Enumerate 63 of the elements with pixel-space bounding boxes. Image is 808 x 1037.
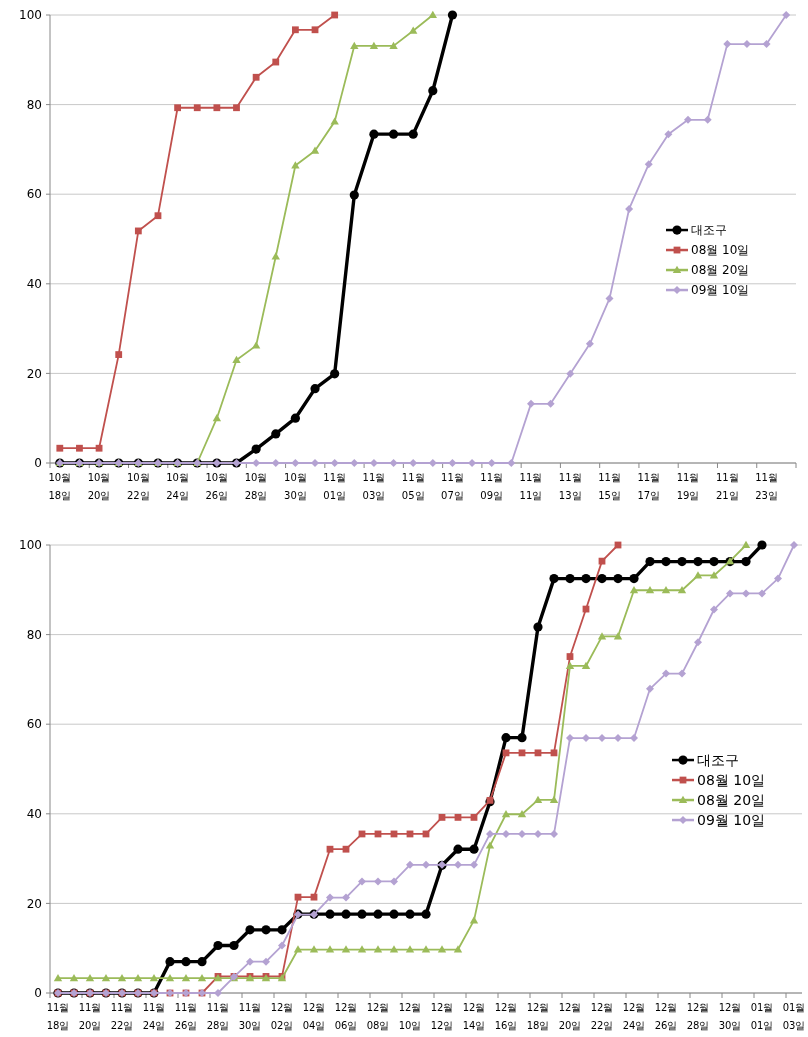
x-tick-label: 12월 18일 [526,1002,550,1031]
x-tick-label: 12월 30일 [718,1002,742,1031]
y-tick-label: 100 [19,538,42,553]
x-tick-label: 11월 15일 [598,472,621,501]
x-tick-label: 11월 28일 [206,1002,230,1031]
y-tick-label: 60 [26,717,42,732]
x-tick-label: 10월 20일 [87,472,111,501]
x-tick-label: 11월 09일 [480,472,504,501]
legend-label: 08월 10일 [697,771,766,788]
x-tick-label: 11월 01일 [323,472,347,501]
x-tick-label: 12월 10일 [398,1002,422,1031]
x-tick-label: 11월 20일 [78,1002,102,1031]
y-tick-label: 20 [26,366,42,381]
y-tick-label: 100 [19,8,42,23]
x-tick-label: 11월 30일 [238,1002,262,1031]
x-tick-label: 12월 02일 [270,1002,294,1031]
x-tick-label: 10월 22일 [126,472,150,501]
x-tick-label: 12월 04일 [302,1002,326,1031]
legend-label: 08월 10일 [691,243,750,258]
x-tick-label: 10월 24일 [166,472,189,501]
legend-label: 대조구 [691,223,727,238]
y-tick-label: 0 [34,456,42,471]
x-tick-label: 11월 24일 [142,1002,166,1031]
x-tick-label: 11월 26일 [174,1002,198,1031]
x-tick-label: 12월 24일 [622,1002,646,1031]
x-tick-label: 11월 07일 [441,472,464,501]
y-tick-label: 20 [26,896,42,911]
x-tick-label: 12월 16일 [494,1002,518,1031]
y-tick-label: 40 [26,807,42,821]
x-tick-label: 11월 03일 [362,472,386,501]
x-tick-label: 10월 26일 [205,472,229,501]
legend-label: 08월 20일 [697,791,766,808]
x-tick-label: 11월 05일 [401,472,425,501]
x-tick-label: 11월 13일 [558,472,582,501]
x-tick-label: 11월 19일 [676,472,700,501]
y-tick-label: 60 [26,187,42,202]
x-tick-label: 12월 06일 [334,1002,358,1031]
x-tick-label: 12월 12일 [430,1002,454,1031]
legend-label: 09월 10일 [697,811,766,828]
x-tick-label: 11월 23일 [755,472,778,501]
x-tick-label: 12월 20일 [558,1002,582,1031]
x-tick-label: 01월 03일 [782,1002,806,1031]
x-tick-label: 11월 18일 [46,1002,70,1031]
x-tick-label: 12월 28일 [686,1002,710,1031]
y-tick-label: 0 [34,986,42,1001]
x-tick-label: 10월 30일 [284,472,307,501]
x-tick-label: 10월 28일 [244,472,268,501]
legend-label: 대조구 [697,751,739,768]
x-tick-label: 11월 21일 [715,472,739,501]
x-tick-label: 01월 01일 [750,1002,774,1031]
legend-label: 08월 20일 [691,263,750,278]
x-tick-label: 12월 14일 [462,1002,486,1031]
x-tick-label: 12월 08일 [366,1002,390,1031]
y-tick-label: 80 [26,97,42,112]
x-tick-label: 12월 22일 [590,1002,614,1031]
y-tick-label: 80 [26,627,42,642]
y-tick-label: 40 [26,277,42,291]
x-tick-label: 11월 22일 [110,1002,134,1031]
x-tick-label: 10월 18일 [48,472,72,501]
x-tick-label: 11월 11일 [519,472,543,501]
x-tick-label: 11월 17일 [637,472,661,501]
legend-label: 09월 10일 [691,283,750,298]
x-tick-label: 12월 26일 [654,1002,678,1031]
